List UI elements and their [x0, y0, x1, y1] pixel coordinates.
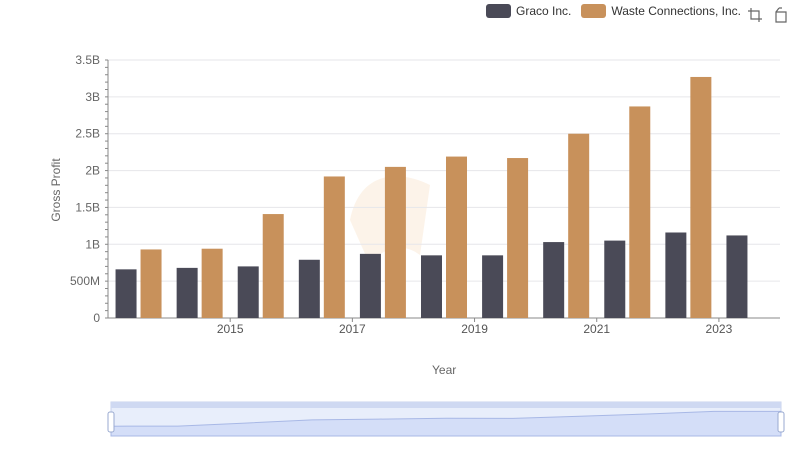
bar-graco-2015 — [176, 267, 198, 318]
y-axis-title: Gross Profit — [49, 158, 63, 222]
bar-waste-connections-2020 — [507, 158, 529, 318]
x-tick-label: 2015 — [217, 322, 244, 336]
bar-graco-2020 — [482, 255, 504, 318]
bar-graco-2024 — [726, 235, 748, 318]
y-tick-label: 3B — [85, 90, 100, 104]
x-tick-label: 2021 — [583, 322, 610, 336]
y-tick-label: 1B — [85, 237, 100, 251]
bar-waste-connections-2023 — [690, 76, 712, 318]
legend-swatch-graco — [486, 4, 511, 18]
bar-waste-connections-2015 — [201, 248, 223, 318]
bar-waste-connections-2022 — [629, 106, 651, 318]
zoom-reset-icon[interactable] — [773, 7, 789, 23]
bar-graco-2017 — [298, 259, 320, 318]
legend-swatch-waste-connections — [581, 4, 607, 18]
y-tick-label: 2B — [85, 164, 100, 178]
zoom-handle-right[interactable] — [777, 411, 785, 433]
x-tick-label: 2019 — [461, 322, 488, 336]
bar-graco-2014 — [115, 269, 137, 318]
y-tick-label: 0 — [93, 311, 100, 325]
x-tick-label: 2017 — [339, 322, 366, 336]
zoom-slider-preview — [110, 410, 782, 437]
bar-graco-2022 — [604, 240, 626, 318]
bar-graco-2023 — [665, 232, 687, 318]
y-tick-label: 1.5B — [75, 200, 100, 214]
bar-graco-2019 — [421, 255, 442, 318]
legend-label-waste-connections: Waste Connections, Inc. — [611, 4, 741, 18]
y-tick-label: 2.5B — [75, 127, 100, 141]
zoom-handle-left[interactable] — [107, 411, 115, 433]
bar-waste-connections-2014 — [140, 249, 162, 318]
x-tick-label: 2023 — [706, 322, 733, 336]
legend: Graco Inc. Waste Connections, Inc. — [486, 4, 751, 18]
bar-waste-connections-2021 — [568, 133, 590, 318]
bar-waste-connections-2017 — [323, 176, 345, 318]
legend-label-graco: Graco Inc. — [516, 4, 572, 18]
legend-item-waste-connections[interactable]: Waste Connections, Inc. — [581, 4, 741, 18]
y-tick-label: 3.5B — [75, 53, 100, 67]
bar-graco-2021 — [543, 242, 565, 318]
bar-waste-connections-2018 — [384, 166, 406, 318]
legend-item-graco[interactable]: Graco Inc. — [486, 4, 571, 18]
bar-graco-2016 — [237, 266, 259, 318]
bar-graco-2018 — [359, 253, 381, 318]
x-axis-title: Year — [432, 363, 457, 377]
bar-waste-connections-2016 — [262, 214, 284, 318]
zoom-select-icon[interactable] — [747, 7, 763, 23]
toolbox — [747, 7, 799, 23]
zoom-slider-top-bar — [111, 402, 781, 408]
bar-waste-connections-2019 — [446, 156, 467, 318]
y-tick-label: 500M — [70, 274, 100, 288]
